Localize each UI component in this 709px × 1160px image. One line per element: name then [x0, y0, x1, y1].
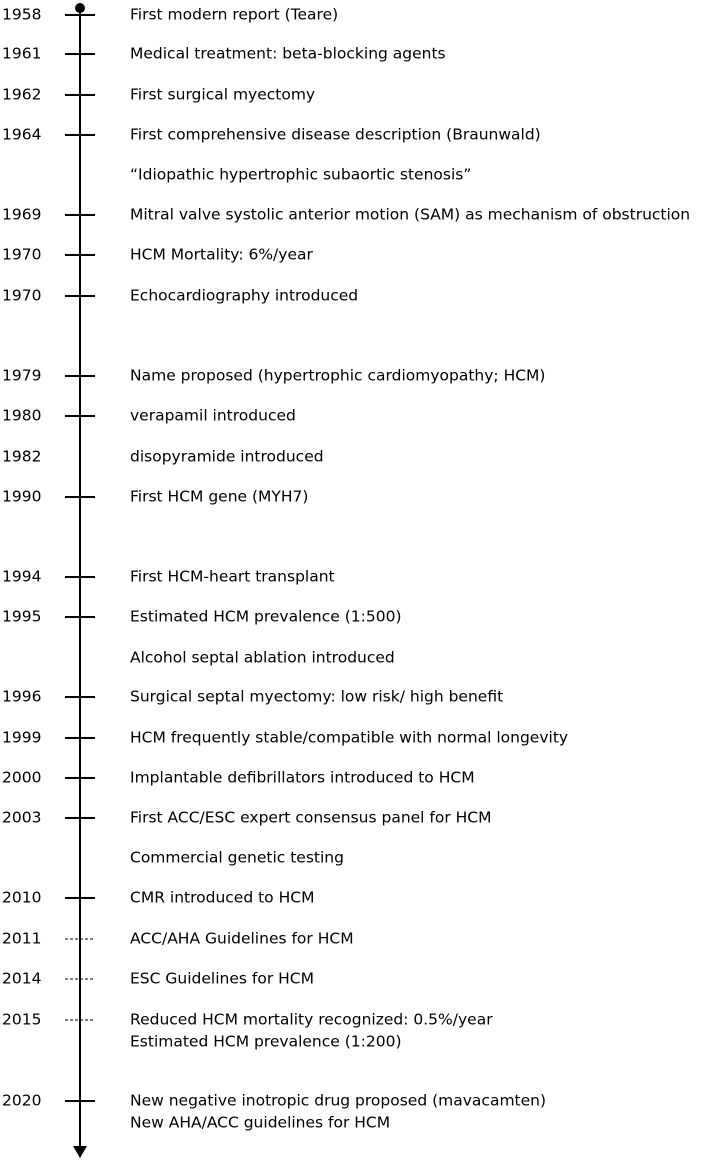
- event-year: 1982: [2, 448, 41, 466]
- event-text: Surgical septal myectomy: low risk/ high…: [130, 688, 503, 706]
- event-text: Name proposed (hypertrophic cardiomyopat…: [130, 367, 545, 385]
- event-text: verapamil introduced: [130, 407, 296, 425]
- event-text: Estimated HCM prevalence (1:500): [130, 608, 402, 626]
- event-year: 1961: [2, 45, 41, 63]
- event-text: CMR introduced to HCM: [130, 889, 314, 907]
- event-year: 1995: [2, 608, 41, 626]
- event-text: “Idiopathic hypertrophic subaortic steno…: [130, 166, 471, 184]
- event-text: First HCM-heart transplant: [130, 568, 335, 586]
- event-year: 2020: [2, 1092, 41, 1110]
- event-year: 1979: [2, 367, 41, 385]
- event-text: New negative inotropic drug proposed (ma…: [130, 1092, 546, 1110]
- event-text: Implantable defibrillators introduced to…: [130, 769, 475, 787]
- event-text: First comprehensive disease description …: [130, 126, 541, 144]
- event-text: disopyramide introduced: [130, 448, 324, 466]
- event-year: 1969: [2, 206, 41, 224]
- event-text: First surgical myectomy: [130, 86, 315, 104]
- event-year: 2000: [2, 769, 41, 787]
- event-text: Estimated HCM prevalence (1:200): [130, 1033, 402, 1051]
- event-text: First HCM gene (MYH7): [130, 488, 308, 506]
- axis-arrow: [73, 1146, 87, 1158]
- event-year: 1994: [2, 568, 41, 586]
- event-year: 1990: [2, 488, 41, 506]
- event-year: 1962: [2, 86, 41, 104]
- event-year: 1970: [2, 246, 41, 264]
- event-text: ACC/AHA Guidelines for HCM: [130, 930, 354, 948]
- event-text: Commercial genetic testing: [130, 849, 344, 867]
- event-year: 1970: [2, 287, 41, 305]
- event-year: 1958: [2, 6, 41, 24]
- event-text: Reduced HCM mortality recognized: 0.5%/y…: [130, 1011, 493, 1029]
- event-year: 2003: [2, 809, 41, 827]
- event-year: 2015: [2, 1011, 41, 1029]
- event-year: 1996: [2, 688, 41, 706]
- event-year: 1980: [2, 407, 41, 425]
- event-text: HCM Mortality: 6%/year: [130, 246, 313, 264]
- event-year: 2014: [2, 970, 41, 988]
- event-text: HCM frequently stable/compatible with no…: [130, 729, 568, 747]
- event-text: Mitral valve systolic anterior motion (S…: [130, 206, 690, 224]
- start-dot: [75, 3, 85, 13]
- event-year: 1964: [2, 126, 41, 144]
- event-text: Echocardiography introduced: [130, 287, 358, 305]
- event-text: Alcohol septal ablation introduced: [130, 649, 395, 667]
- event-year: 2010: [2, 889, 41, 907]
- event-year: 2011: [2, 930, 41, 948]
- event-year: 1999: [2, 729, 41, 747]
- event-text: First ACC/ESC expert consensus panel for…: [130, 809, 492, 827]
- event-text: ESC Guidelines for HCM: [130, 970, 314, 988]
- event-text: Medical treatment: beta-blocking agents: [130, 45, 446, 63]
- event-text: New AHA/ACC guidelines for HCM: [130, 1114, 390, 1132]
- event-text: First modern report (Teare): [130, 6, 338, 24]
